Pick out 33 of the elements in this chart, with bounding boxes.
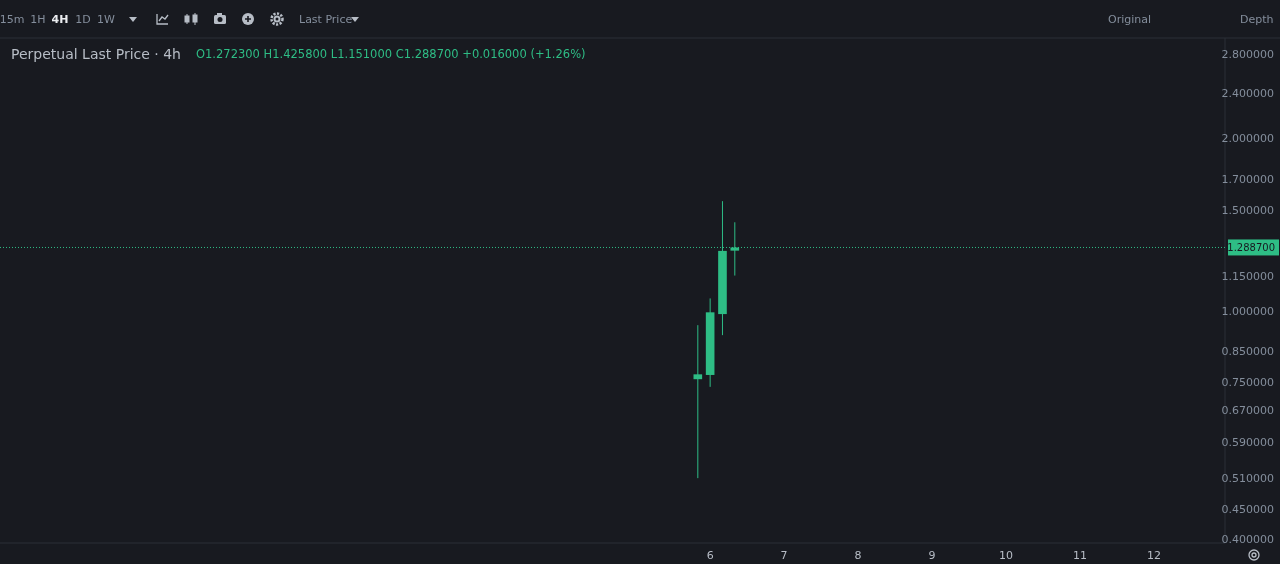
text: Last Price [299,13,353,26]
text: Perpetual Last Price · 4h [11,46,181,62]
y-tick-label: 1.150000 [1221,269,1274,283]
candlestick [693,324,703,479]
text: Original [1108,13,1152,26]
x-tick-label: 11 [1073,549,1088,562]
text: 15m [0,13,25,26]
text: 4H [51,13,69,26]
y-tick-label: 0.850000 [1221,345,1274,359]
text: Depth [1240,13,1274,26]
y-tick-label: 0.400000 [1221,532,1274,546]
text: 1W [97,13,116,26]
y-tick-label: 2.800000 [1221,48,1274,62]
y-tick-label: 1.000000 [1221,304,1274,318]
text: O1.272300 H1.425800 L1.151000 C1.288700 +0.016000 (+1.26%) [196,47,586,61]
x-tick-label: 8 [854,549,862,562]
x-tick-label: 10 [999,549,1014,562]
y-tick-label: 0.590000 [1221,435,1274,449]
y-tick-label: 0.750000 [1221,376,1274,390]
x-tick-label: 12 [1146,549,1161,562]
text: 1D [75,13,91,26]
y-tick-label: 2.000000 [1221,132,1274,146]
y-tick-label: 1.700000 [1221,172,1274,186]
x-tick-label: 7 [780,549,788,562]
x-tick-label: 9 [928,549,936,562]
x-tick-label: 6 [706,549,714,562]
y-tick-label: 1.500000 [1221,203,1274,217]
y-tick-label: 0.510000 [1221,472,1274,486]
text: 1H [30,13,46,26]
y-tick-label: 0.450000 [1221,503,1274,517]
y-tick-label: 2.400000 [1221,86,1274,100]
y-tick-label: 0.670000 [1221,404,1274,418]
ref-line-label: 1.288700 [1227,242,1275,254]
